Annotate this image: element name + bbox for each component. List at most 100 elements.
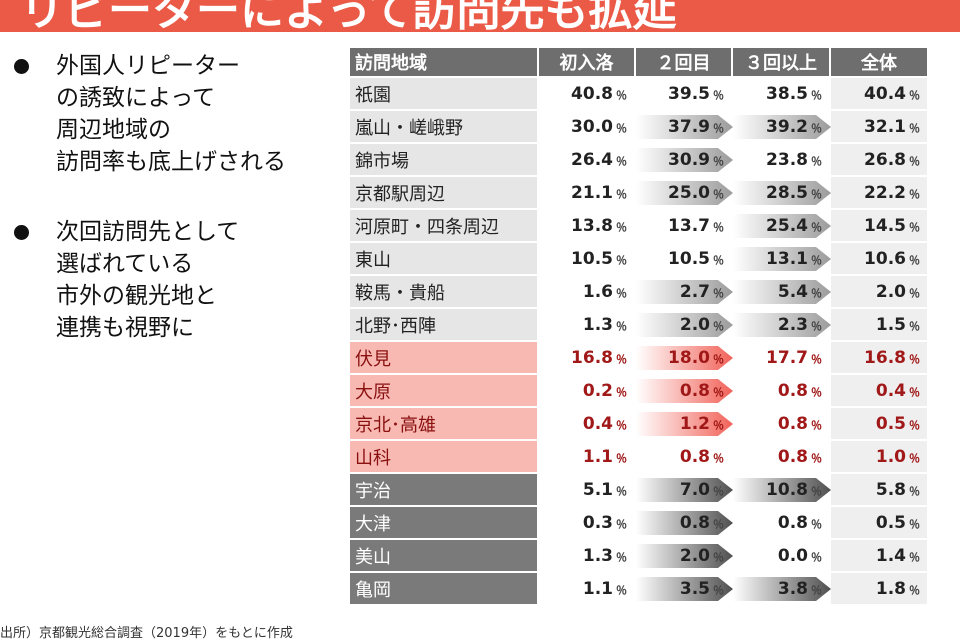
- percent-unit: ％: [713, 418, 724, 432]
- visit-value-cell: 2.0 ％: [636, 309, 731, 340]
- bullet-line: 周辺地域の: [56, 117, 171, 143]
- visit-value-cell: 39.2 ％: [733, 111, 829, 142]
- value-number: 13.7: [668, 215, 710, 236]
- increase-arrow-icon: [636, 346, 733, 370]
- bullet-line: 選ばれている: [56, 251, 194, 277]
- header-third-plus-visit: ３回以上: [733, 48, 829, 76]
- value-number: 10.6: [864, 248, 906, 269]
- value-number: 10.5: [668, 248, 710, 269]
- percent-unit: ％: [909, 550, 920, 564]
- bullet-list: 外国人リピーター の誘致によって 周辺地域の 訪問率も底上げされる 次回訪問先と…: [12, 50, 342, 382]
- bullet-line: の誘致によって: [56, 85, 216, 111]
- value-number: 39.5: [668, 83, 710, 104]
- value-number: 13.8: [571, 215, 613, 236]
- percent-unit: ％: [713, 253, 724, 267]
- value-number: 26.8: [864, 149, 906, 170]
- percent-unit: ％: [616, 319, 627, 333]
- overall-value-cell: 16.8 ％: [831, 342, 927, 373]
- visit-value-cell: 0.0 ％: [733, 540, 829, 571]
- percent-unit: ％: [616, 187, 627, 201]
- value-number: 3.8: [777, 578, 808, 599]
- overall-value-cell: 26.8 ％: [831, 144, 927, 175]
- bullet-line: 訪問率も底上げされる: [56, 149, 286, 175]
- visit-rate-table: 訪問地域 初入洛 ２回目 ３回以上 全体 祇園 40.8 ％ 39.5 ％ 38.5 ％ 40…: [348, 46, 929, 606]
- value-number: 1.0: [875, 446, 906, 467]
- table-row: 伏見 16.8 ％ 18.0 ％ 17.7 ％ 16.8 ％: [350, 342, 927, 373]
- value-number: 7.0: [679, 479, 710, 500]
- overall-value-cell: 22.2 ％: [831, 177, 927, 208]
- value-number: 21.1: [571, 182, 613, 203]
- visit-value-cell: 13.8 ％: [539, 210, 634, 241]
- table-row: 山科 1.1 ％ 0.8 ％ 0.8 ％ 1.0 ％: [350, 441, 927, 472]
- value-number: 1.4: [875, 545, 906, 566]
- percent-unit: ％: [616, 88, 627, 102]
- percent-unit: ％: [811, 187, 822, 201]
- visit-value-cell: 1.2 ％: [636, 408, 731, 439]
- table-row: 京北･高雄 0.4 ％ 1.2 ％ 0.8 ％ 0.5 ％: [350, 408, 927, 439]
- region-name: 鞍馬・貴船: [350, 276, 537, 307]
- visit-value-cell: 13.1 ％: [733, 243, 829, 274]
- percent-unit: ％: [811, 517, 822, 531]
- percent-unit: ％: [713, 154, 724, 168]
- visit-value-cell: 30.0 ％: [539, 111, 634, 142]
- value-number: 0.4: [582, 413, 613, 434]
- bullet-item: 次回訪問先として 選ばれている 市外の観光地と 連携も視野に: [12, 216, 342, 344]
- percent-unit: ％: [713, 121, 724, 135]
- percent-unit: ％: [713, 220, 724, 234]
- visit-value-cell: 1.3 ％: [539, 540, 634, 571]
- increase-arrow-icon: [636, 544, 733, 568]
- visit-value-cell: 1.1 ％: [539, 573, 634, 604]
- visit-value-cell: 21.1 ％: [539, 177, 634, 208]
- value-number: 1.5: [875, 314, 906, 335]
- overall-value-cell: 1.4 ％: [831, 540, 927, 571]
- bullet-line: 市外の観光地と: [56, 283, 217, 309]
- percent-unit: ％: [713, 88, 724, 102]
- overall-value-cell: 5.8 ％: [831, 474, 927, 505]
- percent-unit: ％: [811, 220, 822, 234]
- value-number: 1.6: [582, 281, 613, 302]
- value-number: 5.8: [875, 479, 906, 500]
- table-row: 宇治 5.1 ％ 7.0 ％ 10.8 ％ 5.8 ％: [350, 474, 927, 505]
- increase-arrow-icon: [636, 511, 733, 535]
- table-row: 祇園 40.8 ％ 39.5 ％ 38.5 ％ 40.4 ％: [350, 78, 927, 109]
- percent-unit: ％: [811, 154, 822, 168]
- bullet-item: 外国人リピーター の誘致によって 周辺地域の 訪問率も底上げされる: [12, 50, 342, 178]
- increase-arrow-icon: [733, 214, 831, 238]
- region-name: 祇園: [350, 78, 537, 109]
- value-number: 0.8: [679, 512, 710, 533]
- value-number: 23.8: [766, 149, 808, 170]
- percent-unit: ％: [713, 451, 724, 465]
- percent-unit: ％: [811, 451, 822, 465]
- visit-value-cell: 38.5 ％: [733, 78, 829, 109]
- percent-unit: ％: [909, 253, 920, 267]
- bullet-dot-icon: [14, 59, 29, 74]
- table-row: 美山 1.3 ％ 2.0 ％ 0.0 ％ 1.4 ％: [350, 540, 927, 571]
- value-number: 2.3: [777, 314, 808, 335]
- table-row: 河原町・四条周辺 13.8 ％ 13.7 ％ 25.4 ％ 14.5 ％: [350, 210, 927, 241]
- percent-unit: ％: [616, 385, 627, 399]
- increase-arrow-icon: [733, 181, 831, 205]
- header-first-visit: 初入洛: [539, 48, 634, 76]
- increase-arrow-icon: [733, 478, 831, 502]
- table-row: 北野･西陣 1.3 ％ 2.0 ％ 2.3 ％ 1.5 ％: [350, 309, 927, 340]
- increase-arrow-icon: [733, 115, 831, 139]
- value-number: 0.8: [679, 380, 710, 401]
- percent-unit: ％: [713, 517, 724, 531]
- visit-value-cell: 2.0 ％: [636, 540, 731, 571]
- slide-title: リピーターによって訪問先も拡延: [20, 0, 677, 32]
- value-number: 2.0: [679, 314, 710, 335]
- percent-unit: ％: [713, 484, 724, 498]
- increase-arrow-icon: [636, 412, 733, 436]
- value-number: 17.7: [766, 347, 808, 368]
- value-number: 0.8: [777, 380, 808, 401]
- table-row: 大津 0.3 ％ 0.8 ％ 0.8 ％ 0.5 ％: [350, 507, 927, 538]
- percent-unit: ％: [909, 418, 920, 432]
- table-row: 鞍馬・貴船 1.6 ％ 2.7 ％ 5.4 ％ 2.0 ％: [350, 276, 927, 307]
- percent-unit: ％: [616, 484, 627, 498]
- percent-unit: ％: [909, 286, 920, 300]
- value-number: 16.8: [864, 347, 906, 368]
- percent-unit: ％: [616, 418, 627, 432]
- visit-value-cell: 16.8 ％: [539, 342, 634, 373]
- region-name: 北野･西陣: [350, 309, 537, 340]
- percent-unit: ％: [909, 154, 920, 168]
